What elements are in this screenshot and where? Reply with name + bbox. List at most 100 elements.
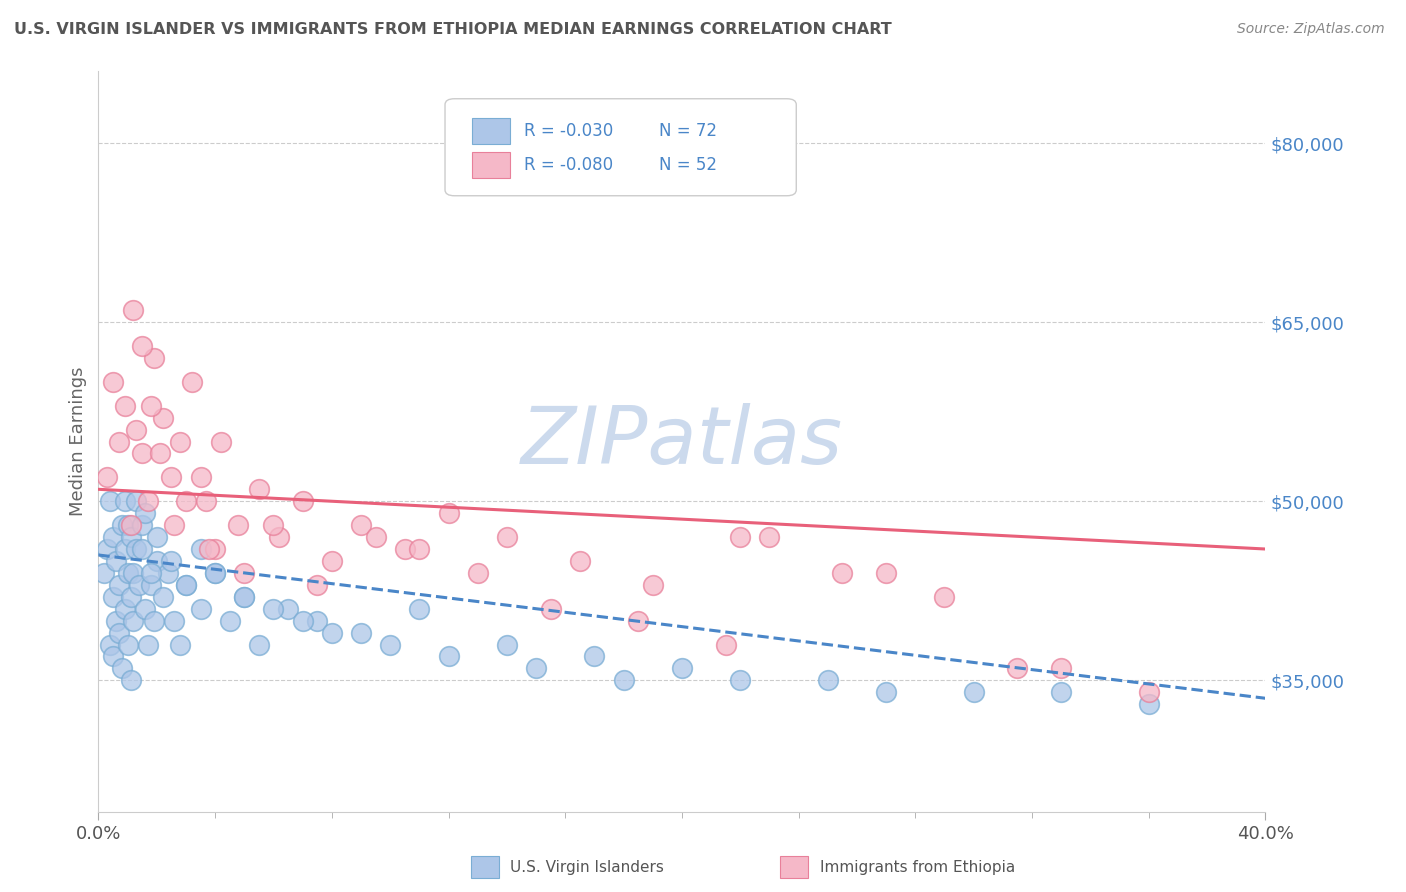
Point [247,638,270,652]
Point [128,578,150,592]
Point [1007,661,1029,675]
Point [146,554,169,568]
Point [1137,685,1160,699]
Point [157,566,180,580]
Point [120,590,142,604]
Point [198,541,221,556]
Point [291,494,314,508]
Point [108,434,131,449]
Text: R = -0.030: R = -0.030 [524,121,613,139]
Point [160,554,183,568]
Point [160,470,183,484]
Point [101,649,124,664]
Point [583,649,606,664]
Point [131,518,153,533]
Point [146,530,169,544]
Point [263,518,285,533]
Point [96,470,118,484]
Point [209,434,232,449]
Point [437,506,460,520]
Point [152,590,174,604]
Point [108,625,131,640]
Point [101,590,124,604]
Point [111,661,134,675]
Point [714,638,737,652]
Point [136,638,159,652]
Point [263,601,285,615]
Point [408,601,430,615]
Text: U.S. VIRGIN ISLANDER VS IMMIGRANTS FROM ETHIOPIA MEDIAN EARNINGS CORRELATION CHA: U.S. VIRGIN ISLANDER VS IMMIGRANTS FROM … [14,22,891,37]
Point [190,541,212,556]
Text: N = 72: N = 72 [658,121,717,139]
Point [496,638,519,652]
Point [125,494,148,508]
Point [408,541,430,556]
Point [568,554,591,568]
Text: Source: ZipAtlas.com: Source: ZipAtlas.com [1237,22,1385,37]
Point [204,566,226,580]
Point [139,399,162,413]
Point [540,601,562,615]
Text: N = 52: N = 52 [658,156,717,174]
Bar [472,153,510,178]
Point [350,518,373,533]
Point [114,601,136,615]
Point [142,351,165,365]
Point [524,661,547,675]
Point [149,446,172,460]
Point [114,494,136,508]
Point [875,685,897,699]
Point [321,625,343,640]
Point [174,494,197,508]
Point [394,541,416,556]
Point [93,566,115,580]
Point [934,590,956,604]
Point [291,614,314,628]
Point [831,566,853,580]
Point [104,614,127,628]
Point [307,578,329,592]
Point [122,303,145,318]
Point [641,578,664,592]
Point [169,638,191,652]
Point [101,530,124,544]
Point [1050,685,1073,699]
Point [817,673,839,688]
Point [350,625,373,640]
Point [98,494,121,508]
Point [139,566,162,580]
Point [180,375,202,389]
Point [142,614,165,628]
Point [98,638,121,652]
Point [96,541,118,556]
Point [117,566,139,580]
Point [613,673,636,688]
Point [195,494,218,508]
Point [730,530,752,544]
Point [247,483,270,497]
Point [1137,698,1160,712]
Point [120,518,142,533]
Point [233,590,256,604]
Point [114,541,136,556]
Point [120,530,142,544]
Bar [471,856,499,878]
Point [380,638,402,652]
Text: Immigrants from Ethiopia: Immigrants from Ethiopia [820,860,1015,874]
Point [671,661,693,675]
Point [321,554,343,568]
Point [218,614,240,628]
Point [131,446,153,460]
Point [120,673,142,688]
Point [437,649,460,664]
Point [114,399,136,413]
Text: ZIPatlas: ZIPatlas [520,402,844,481]
Point [122,566,145,580]
Text: U.S. Virgin Islanders: U.S. Virgin Islanders [510,860,664,874]
Point [277,601,299,615]
Point [496,530,519,544]
Point [131,339,153,353]
Point [117,638,139,652]
Point [111,518,134,533]
Point [730,673,752,688]
